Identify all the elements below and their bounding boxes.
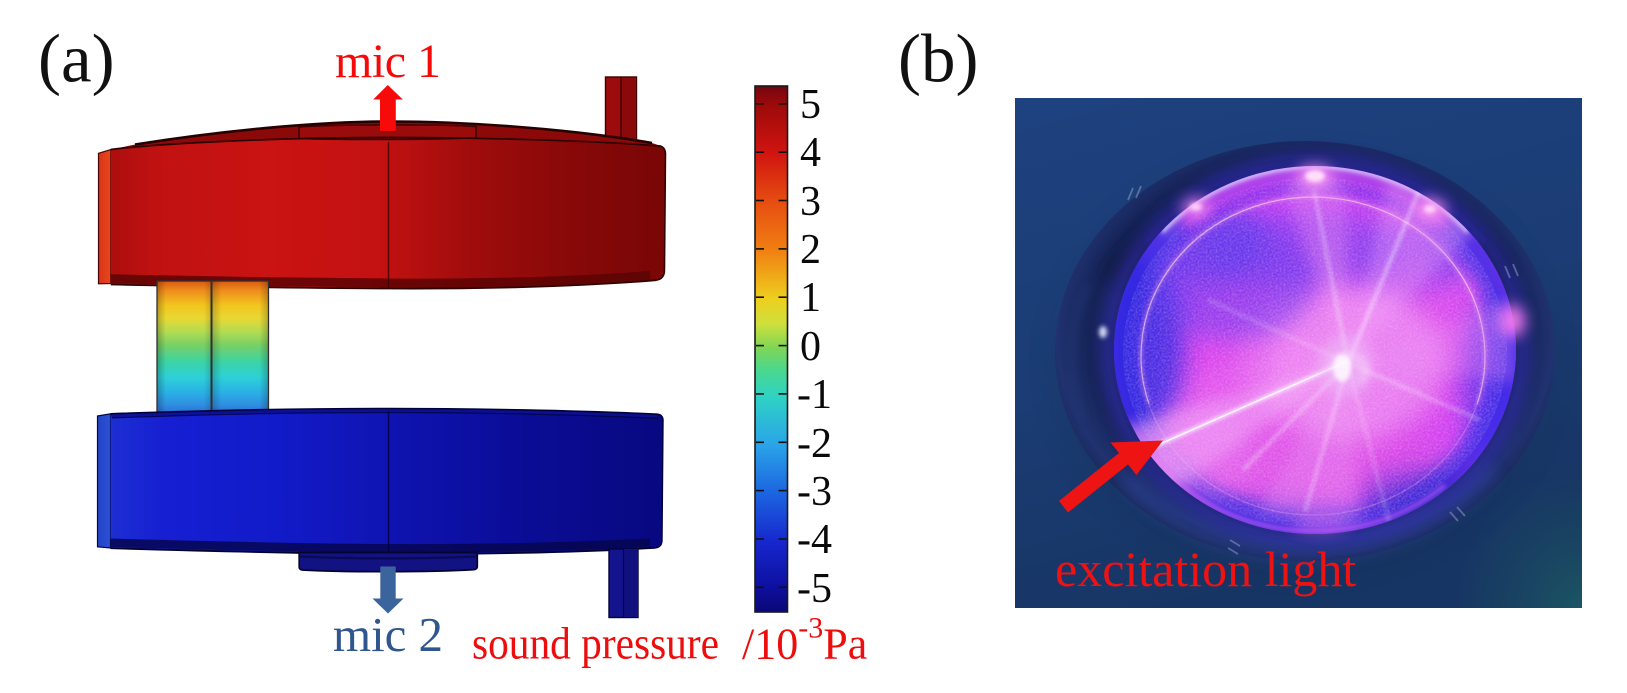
svg-text:5: 5 [800, 82, 821, 128]
svg-text:sound pressure: sound pressure [472, 619, 719, 669]
svg-text:excitation light: excitation light [1055, 541, 1356, 597]
svg-text:mic 2: mic 2 [333, 607, 443, 662]
svg-text:mic 1: mic 1 [335, 35, 441, 88]
svg-text:2: 2 [800, 227, 821, 273]
svg-text:(a): (a) [38, 21, 115, 97]
svg-text:-4: -4 [797, 517, 832, 563]
svg-text:-5: -5 [797, 566, 832, 612]
svg-text:-3: -3 [797, 469, 832, 515]
svg-text:-1: -1 [797, 372, 832, 418]
svg-text:0: 0 [800, 324, 821, 370]
svg-text:1: 1 [800, 275, 821, 321]
svg-text:/10-3Pa: /10-3Pa [742, 612, 867, 669]
svg-text:4: 4 [800, 130, 821, 176]
svg-text:(b): (b) [898, 21, 978, 97]
svg-text:-2: -2 [797, 421, 832, 467]
svg-text:3: 3 [800, 179, 821, 225]
